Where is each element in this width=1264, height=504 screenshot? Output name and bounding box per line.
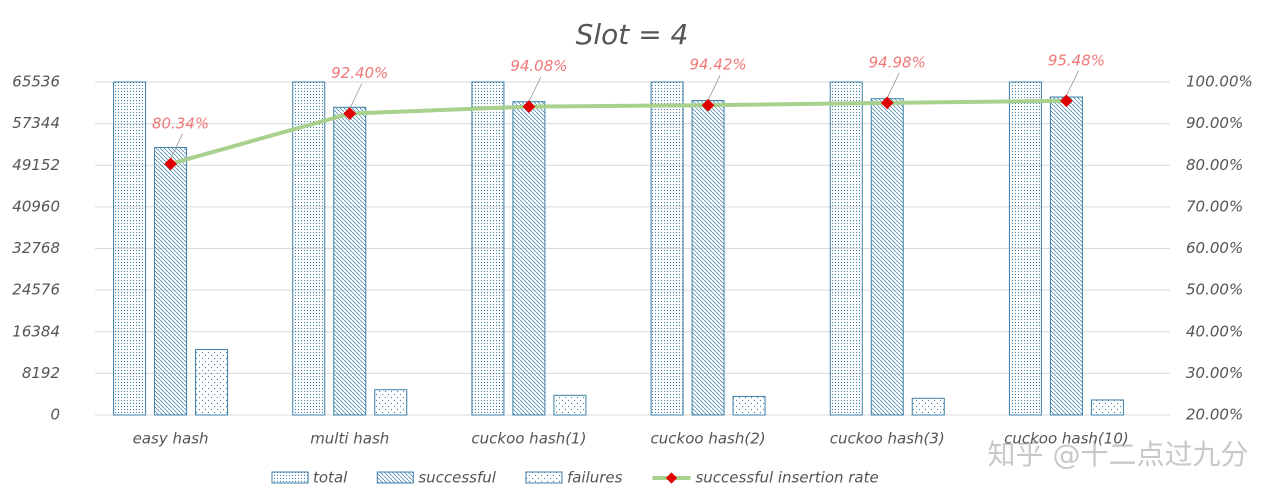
- bar: [471, 81, 505, 416]
- bar: [292, 81, 326, 416]
- y-tick-label: 57344: [12, 114, 60, 132]
- bar: [1008, 81, 1042, 416]
- data-label: 95.48%: [1048, 51, 1105, 69]
- y2-tick-label: 60.00%: [1186, 239, 1243, 257]
- y2-tick-label: 100.00%: [1186, 73, 1253, 91]
- legend-label: failures: [567, 469, 623, 487]
- x-tick-label: cuckoo hash(2): [651, 430, 766, 448]
- marker: [343, 107, 357, 120]
- bar: [154, 146, 188, 416]
- y-tick-label: 0: [50, 406, 60, 424]
- y-tick-label: 16384: [12, 322, 60, 340]
- legend-swatch: [525, 471, 563, 484]
- y-tick-label: 49152: [12, 156, 60, 174]
- bar: [113, 81, 147, 416]
- bar: [195, 349, 229, 416]
- bar: [691, 100, 725, 416]
- watermark: 知乎 @十二点过九分: [988, 438, 1249, 471]
- bar: [553, 394, 587, 416]
- y-tick-label: 8192: [22, 364, 60, 382]
- line: [170, 98, 1067, 166]
- bar: [333, 106, 367, 416]
- marker: [164, 157, 177, 171]
- data-label: 94.08%: [510, 57, 567, 75]
- label-leader: [886, 72, 900, 99]
- label-leader: [349, 83, 363, 109]
- data-label: 80.34%: [152, 114, 209, 132]
- y2-tick-label: 90.00%: [1186, 114, 1243, 132]
- chart-title: Slot = 4: [576, 18, 689, 51]
- legend-swatch: [376, 471, 414, 484]
- x-tick-label: cuckoo hash(10): [1004, 430, 1129, 448]
- label-leader: [528, 76, 542, 102]
- y2-tick-label: 70.00%: [1186, 197, 1243, 215]
- bar: [911, 397, 945, 416]
- legend-marker: [665, 472, 678, 484]
- x-tick-label: cuckoo hash(3): [830, 430, 945, 448]
- legend-label: successful: [418, 469, 496, 487]
- y2-tick-label: 50.00%: [1186, 281, 1243, 299]
- y-tick-label: 40960: [12, 197, 60, 215]
- legend-label: total: [313, 469, 348, 487]
- bar: [650, 81, 684, 416]
- legend-label: successful insertion rate: [695, 469, 878, 487]
- bar: [829, 81, 863, 416]
- x-tick-label: easy hash: [133, 430, 209, 448]
- label-leader: [1066, 70, 1079, 96]
- y-tick-label: 32768: [12, 239, 60, 257]
- bar: [512, 101, 546, 416]
- y2-tick-label: 20.00%: [1186, 406, 1243, 424]
- bar: [1049, 96, 1083, 416]
- y2-tick-label: 40.00%: [1186, 322, 1243, 340]
- data-label: 94.42%: [689, 56, 746, 74]
- legend-swatch: [271, 471, 309, 484]
- x-tick-label: cuckoo hash(1): [471, 430, 586, 448]
- x-tick-label: multi hash: [310, 430, 389, 448]
- y2-tick-label: 80.00%: [1186, 156, 1243, 174]
- data-label: 94.98%: [869, 53, 926, 71]
- bar: [1090, 399, 1124, 416]
- data-label: 92.40%: [331, 64, 388, 82]
- y-tick-label: 24576: [12, 281, 60, 299]
- label-leader: [707, 75, 721, 101]
- y2-tick-label: 30.00%: [1186, 364, 1243, 382]
- bar: [732, 395, 766, 416]
- label-leader: [170, 133, 183, 160]
- y-tick-label: 65536: [12, 73, 60, 91]
- bar: [870, 98, 904, 416]
- bar: [374, 389, 408, 416]
